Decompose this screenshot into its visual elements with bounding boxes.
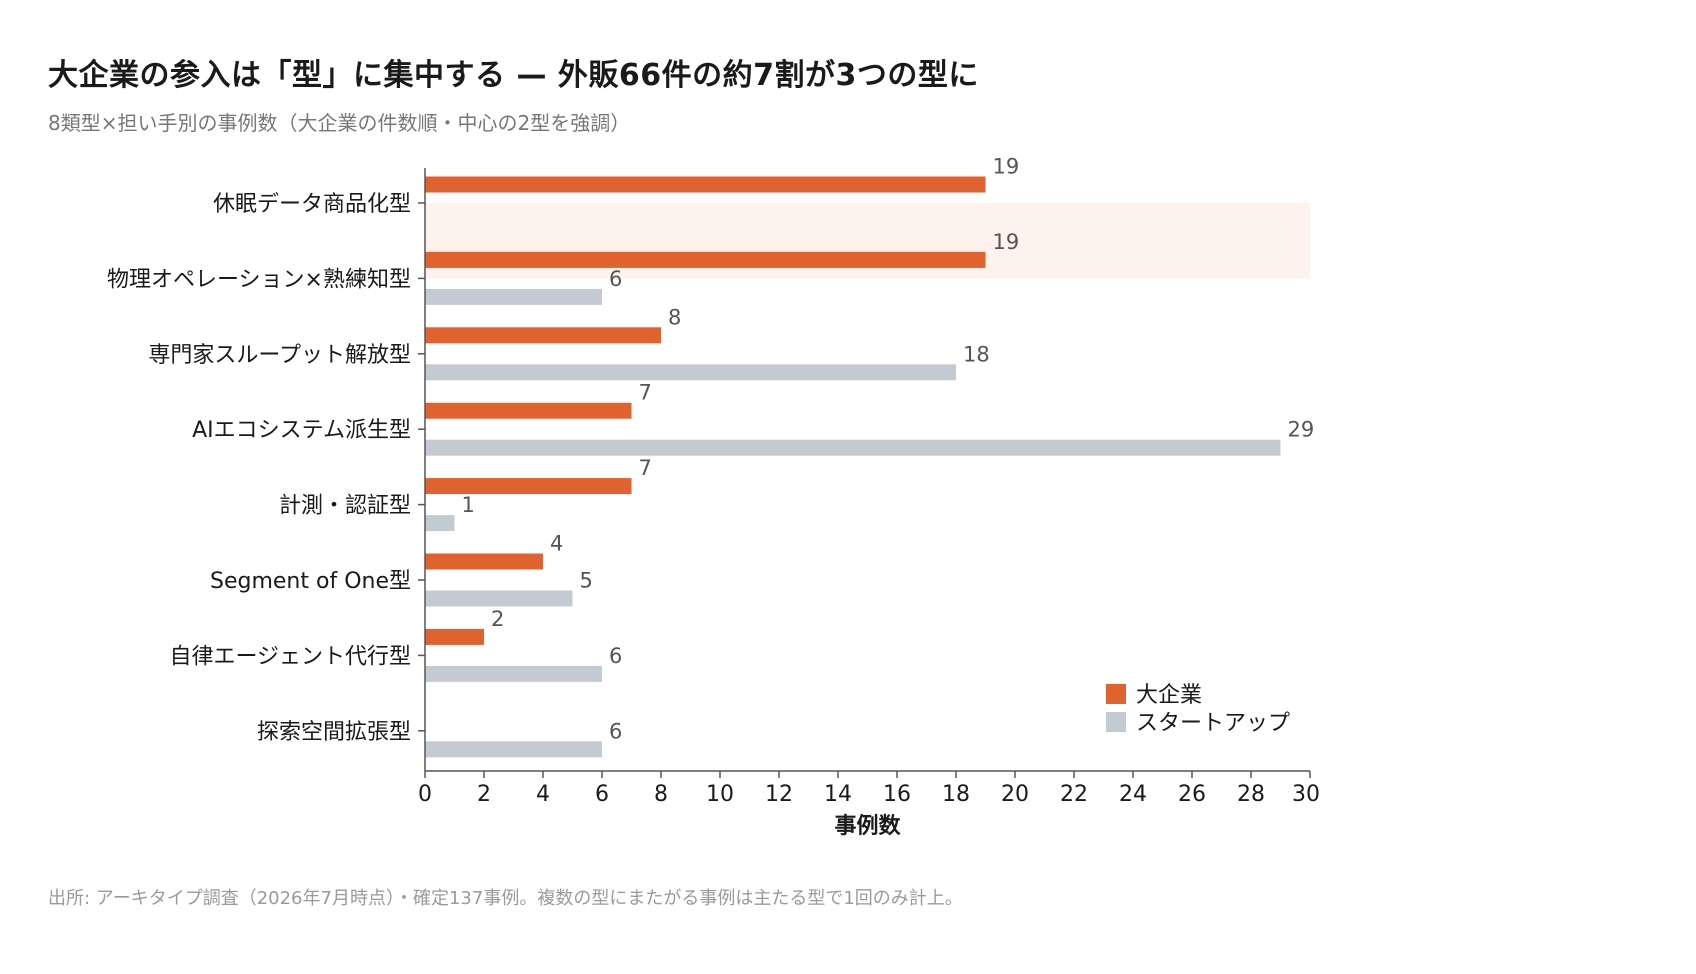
category-label: 物理オペレーション×熟練知型	[107, 267, 411, 292]
x-tick-label: 26	[1178, 782, 1206, 807]
x-tick-label: 20	[1001, 782, 1029, 807]
x-tick-label: 12	[765, 782, 793, 807]
bar-large-company	[425, 176, 986, 193]
value-label-startup: 6	[609, 719, 622, 743]
x-tick-label: 8	[654, 782, 668, 807]
value-label-startup: 6	[609, 267, 622, 291]
value-label-startup: 6	[609, 644, 622, 668]
x-tick-label: 14	[824, 782, 852, 807]
chart-subtitle: 8類型×担い手別の事例数（大企業の件数順・中心の2型を強調）	[48, 111, 631, 135]
category-label: 計測・認証型	[279, 494, 411, 519]
category-label: Segment of One型	[210, 569, 411, 594]
bar-large-company	[425, 478, 632, 495]
value-label-startup: 29	[1288, 418, 1315, 442]
bar-startup	[425, 665, 602, 682]
value-label-large-company: 8	[668, 305, 681, 329]
x-tick-label: 30	[1292, 782, 1320, 807]
value-label-large-company: 7	[639, 381, 652, 405]
value-label-large-company: 19	[993, 155, 1020, 179]
bar-large-company	[425, 553, 543, 570]
x-tick-label: 24	[1119, 782, 1147, 807]
category-label: 休眠データ商品化型	[213, 192, 411, 217]
x-tick-label: 6	[595, 782, 609, 807]
legend-swatch-large-company	[1106, 684, 1126, 704]
x-tick-label: 16	[883, 782, 911, 807]
x-tick-label: 28	[1237, 782, 1265, 807]
category-label: 探索空間拡張型	[257, 720, 411, 745]
x-tick-label: 4	[536, 782, 550, 807]
bar-startup	[425, 590, 573, 607]
chart-title: 大企業の参入は「型」に集中する — 外販66件の約7割が3つの型に	[48, 58, 979, 93]
legend-label-startup: スタートアップ	[1136, 711, 1290, 736]
value-label-startup: 18	[963, 342, 990, 366]
x-tick-label: 10	[706, 782, 734, 807]
value-label-large-company: 4	[550, 532, 563, 556]
x-tick-label: 0	[418, 782, 432, 807]
value-label-large-company: 7	[639, 456, 652, 480]
bar-large-company	[425, 402, 632, 419]
bar-startup	[425, 288, 602, 305]
category-label: 専門家スループット解放型	[148, 343, 411, 368]
bar-large-company	[425, 628, 484, 645]
bar-startup	[425, 439, 1281, 456]
value-label-startup: 5	[580, 569, 593, 593]
category-label: 自律エージェント代行型	[169, 644, 411, 669]
value-label-startup: 1	[462, 493, 475, 517]
legend-label-large-company: 大企業	[1136, 683, 1202, 708]
legend-swatch-startup	[1106, 712, 1126, 732]
value-label-large-company: 19	[993, 230, 1020, 254]
value-label-large-company: 2	[491, 607, 504, 631]
bar-large-company	[425, 327, 661, 344]
bar-startup	[425, 515, 455, 532]
bar-large-company	[425, 251, 986, 268]
bar-startup	[425, 364, 956, 381]
x-tick-label: 22	[1060, 782, 1088, 807]
category-label: AIエコシステム派生型	[192, 418, 411, 443]
source-note: 出所: アーキタイプ調査（2026年7月時点）・確定137事例。複数の型にまたが…	[48, 888, 963, 909]
x-tick-label: 2	[477, 782, 491, 807]
x-tick-label: 18	[942, 782, 970, 807]
bar-startup	[425, 741, 602, 758]
x-axis-title: 事例数	[834, 813, 901, 839]
